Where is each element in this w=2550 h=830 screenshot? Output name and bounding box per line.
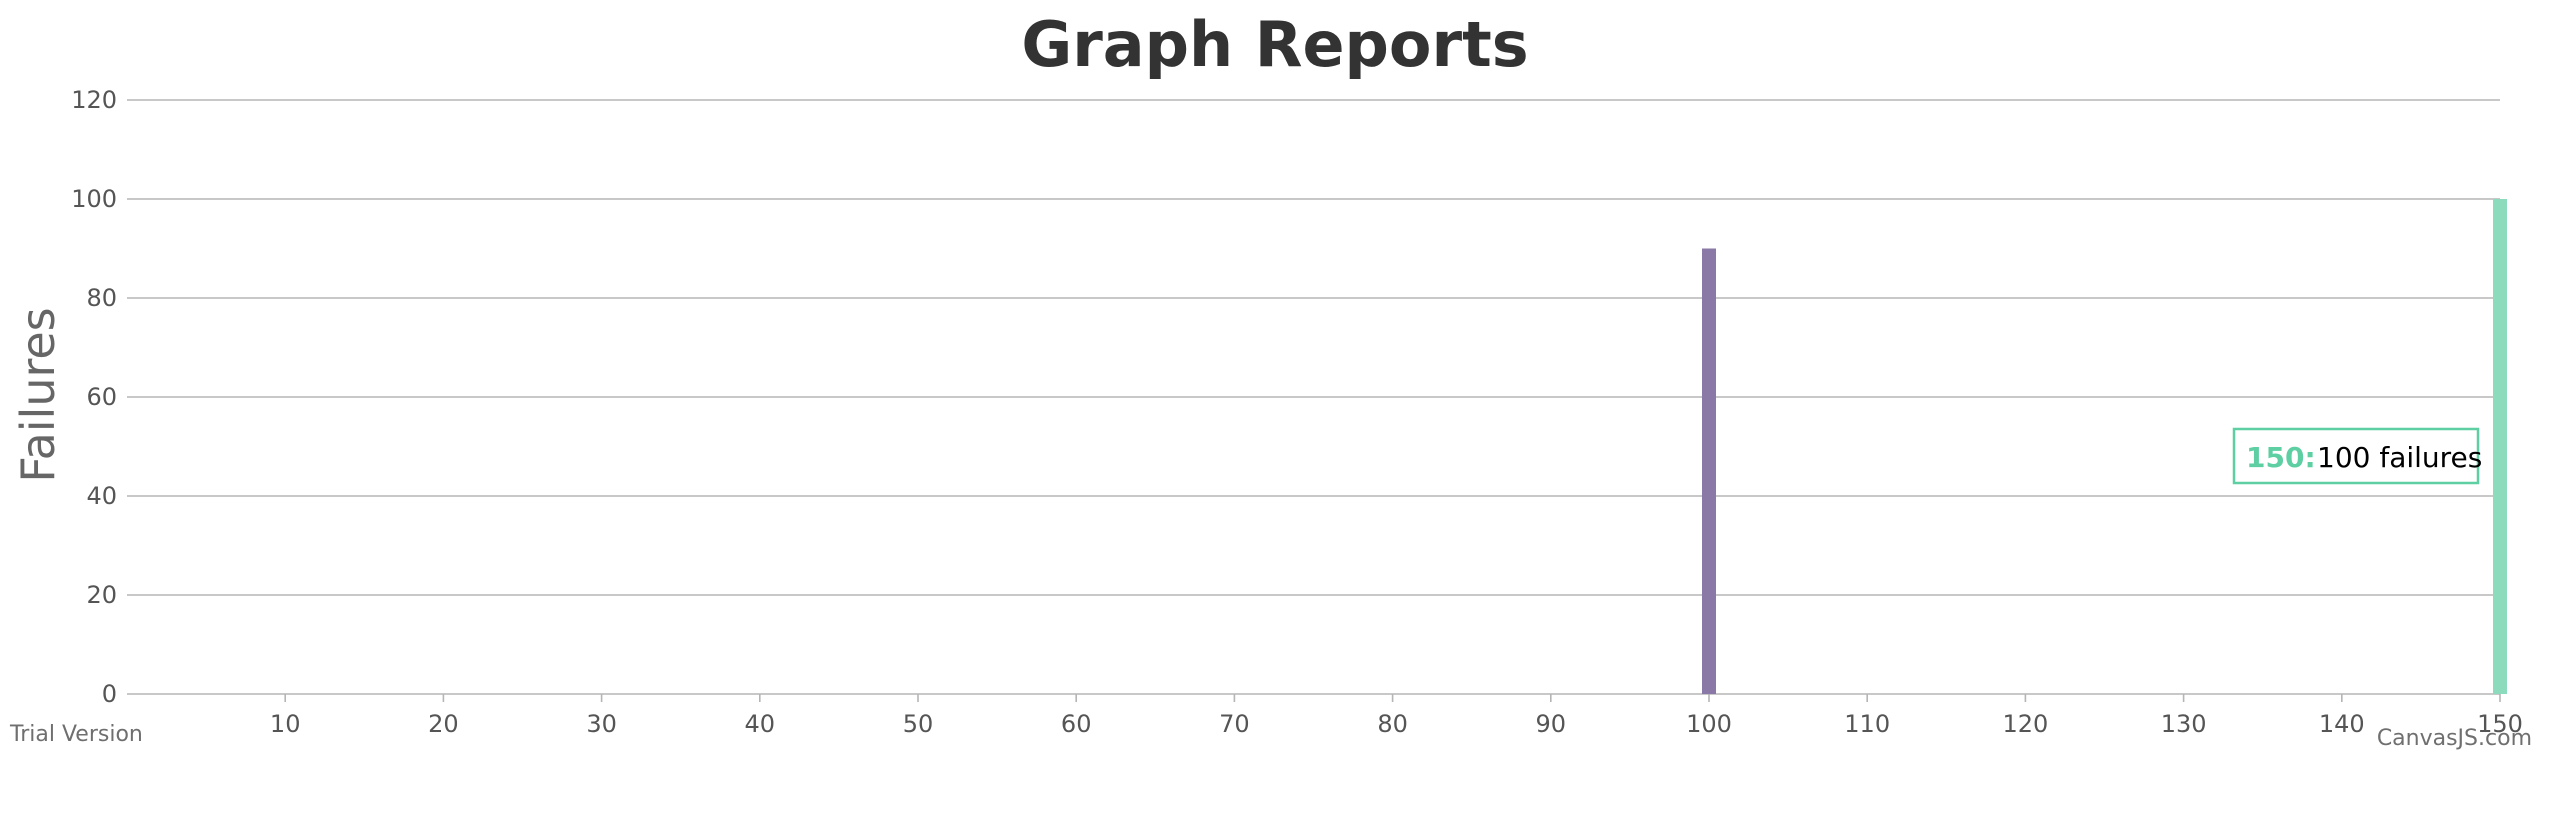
y-tick-label-6: 120 [71,86,117,114]
x-tick-label-14: 150 [2477,710,2523,738]
x-tick-label-7: 80 [1377,710,1408,738]
bar-100[interactable] [1702,248,1716,695]
bars [1702,199,2507,694]
y-tick-label-5: 100 [71,185,117,213]
tooltip-value: 100 failures [2317,441,2482,474]
x-tick-label-0: 10 [270,710,301,738]
x-tick-label-12: 130 [2161,710,2207,738]
gridlines [127,99,2500,695]
x-tick-label-10: 110 [1844,710,1890,738]
tooltip-key: 150: [2246,441,2316,474]
x-tick-label-5: 60 [1061,710,1092,738]
y-axis-ticks: 0 20 40 60 80 100 120 [71,86,117,708]
x-tick-label-9: 100 [1686,710,1732,738]
x-tick-label-4: 50 [903,710,934,738]
y-tick-label-4: 80 [86,284,117,312]
bar-150[interactable] [2493,199,2507,694]
x-tick-label-2: 30 [586,710,617,738]
y-tick-label-2: 40 [86,482,117,510]
tooltip: 150: 100 failures [2232,427,2482,485]
chart-title: Graph Reports [1021,8,1528,81]
y-tick-label-1: 20 [86,581,117,609]
y-tick-label-0: 0 [102,680,117,708]
x-tick-label-1: 20 [428,710,459,738]
x-tick-label-3: 40 [745,710,776,738]
x-tick-label-13: 140 [2319,710,2365,738]
canvasjs-credit-link[interactable]: CanvasJS.com [2377,726,2532,751]
x-tick-label-8: 90 [1536,710,1567,738]
y-axis-title: Failures [11,307,65,482]
x-tick-label-11: 120 [2002,710,2048,738]
x-axis-ticks: 10 20 30 40 50 60 70 80 90 100 110 120 130 140 150 [270,694,2523,738]
x-tick-label-6: 70 [1219,710,1250,738]
y-tick-label-3: 60 [86,383,117,411]
tooltip-box [2232,427,2480,485]
trial-version-watermark: Trial Version [9,722,143,747]
